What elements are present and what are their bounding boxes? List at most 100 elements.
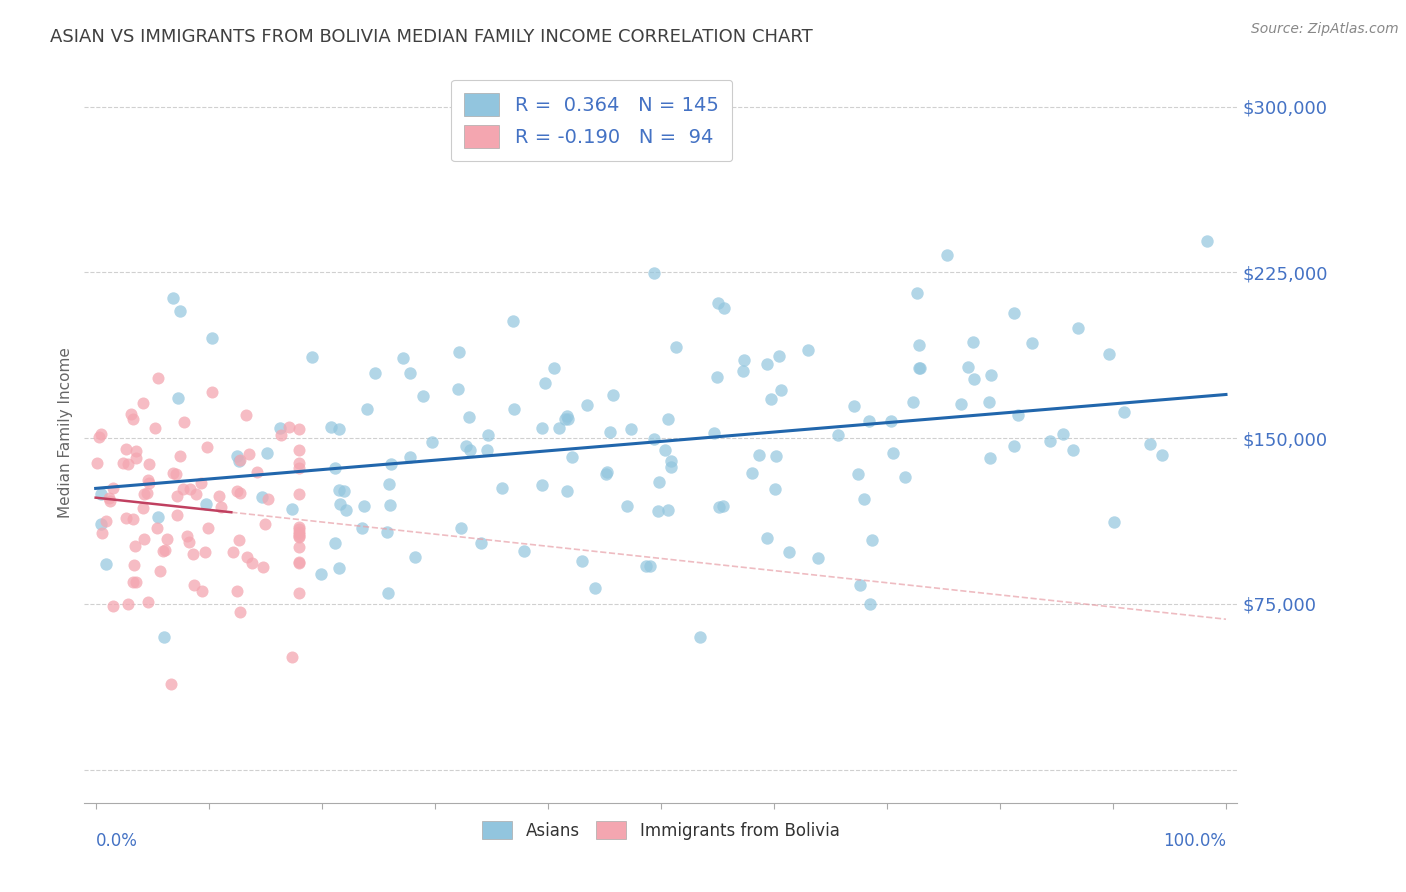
Point [647, 504, 669, 518]
Point [172, 482, 194, 496]
Point [733, 363, 755, 377]
Point [908, 338, 931, 352]
Point [288, 541, 311, 555]
Point [1197, 234, 1219, 248]
Point [659, 460, 682, 475]
Text: 0.0%: 0.0% [96, 832, 138, 850]
Point [602, 388, 624, 402]
Point [153, 543, 176, 558]
Point [404, 550, 426, 565]
Point [950, 397, 973, 411]
Text: ASIAN VS IMMIGRANTS FROM BOLIVIA MEDIAN FAMILY INCOME CORRELATION CHART: ASIAN VS IMMIGRANTS FROM BOLIVIA MEDIAN … [49, 28, 813, 45]
Point [638, 559, 661, 574]
Point [910, 361, 932, 376]
Point [288, 528, 311, 542]
Point [250, 490, 273, 504]
Point [398, 367, 420, 381]
Point [768, 349, 790, 363]
Point [149, 564, 172, 578]
Point [659, 454, 682, 468]
Point [1062, 442, 1084, 457]
Point [328, 561, 350, 575]
Point [229, 605, 252, 619]
Point [1067, 321, 1090, 335]
Point [194, 545, 217, 559]
Point [709, 500, 731, 514]
Point [124, 558, 146, 572]
Point [148, 371, 170, 385]
Point [166, 508, 188, 522]
Point [288, 456, 311, 470]
Point [323, 536, 346, 550]
Point [94, 514, 117, 528]
Point [225, 483, 247, 498]
Text: Source: ZipAtlas.com: Source: ZipAtlas.com [1251, 22, 1399, 37]
Point [399, 450, 422, 464]
Point [146, 521, 169, 535]
Point [502, 313, 524, 327]
Point [689, 630, 711, 644]
Point [858, 414, 880, 428]
Point [288, 530, 311, 544]
Point [769, 383, 792, 397]
Point [117, 598, 139, 612]
Point [124, 539, 146, 553]
Point [583, 581, 606, 595]
Point [335, 503, 357, 517]
Point [882, 446, 904, 460]
Point [111, 456, 134, 470]
Legend: Asians, Immigrants from Bolivia: Asians, Immigrants from Bolivia [475, 814, 846, 847]
Point [657, 412, 679, 426]
Point [807, 550, 830, 565]
Point [169, 304, 191, 318]
Point [176, 529, 198, 543]
Point [711, 499, 734, 513]
Point [288, 443, 311, 458]
Point [190, 476, 212, 491]
Point [256, 446, 278, 460]
Point [125, 444, 148, 458]
Point [226, 583, 249, 598]
Point [470, 536, 492, 550]
Point [90, 517, 112, 532]
Point [1098, 347, 1121, 361]
Point [329, 497, 352, 511]
Point [162, 466, 184, 480]
Point [456, 439, 478, 453]
Point [253, 517, 276, 532]
Point [957, 360, 980, 375]
Point [1139, 437, 1161, 451]
Point [713, 301, 735, 315]
Point [323, 460, 346, 475]
Point [571, 554, 593, 568]
Point [235, 549, 257, 564]
Text: 100.0%: 100.0% [1163, 832, 1226, 850]
Point [759, 392, 782, 407]
Point [859, 597, 882, 611]
Point [555, 484, 578, 499]
Point [420, 434, 443, 449]
Point [166, 489, 188, 503]
Point [706, 369, 728, 384]
Point [301, 350, 323, 364]
Point [643, 266, 665, 280]
Point [827, 427, 849, 442]
Point [852, 492, 875, 507]
Point [561, 450, 583, 464]
Point [849, 578, 872, 592]
Point [412, 389, 434, 403]
Point [755, 357, 778, 371]
Point [288, 519, 311, 533]
Point [228, 452, 250, 467]
Point [288, 586, 311, 600]
Point [117, 457, 139, 471]
Point [1021, 335, 1043, 350]
Point [281, 649, 304, 664]
Point [269, 420, 291, 434]
Point [375, 525, 398, 540]
Point [450, 521, 472, 535]
Point [531, 478, 554, 492]
Point [880, 414, 903, 428]
Point [477, 427, 499, 442]
Point [901, 395, 924, 409]
